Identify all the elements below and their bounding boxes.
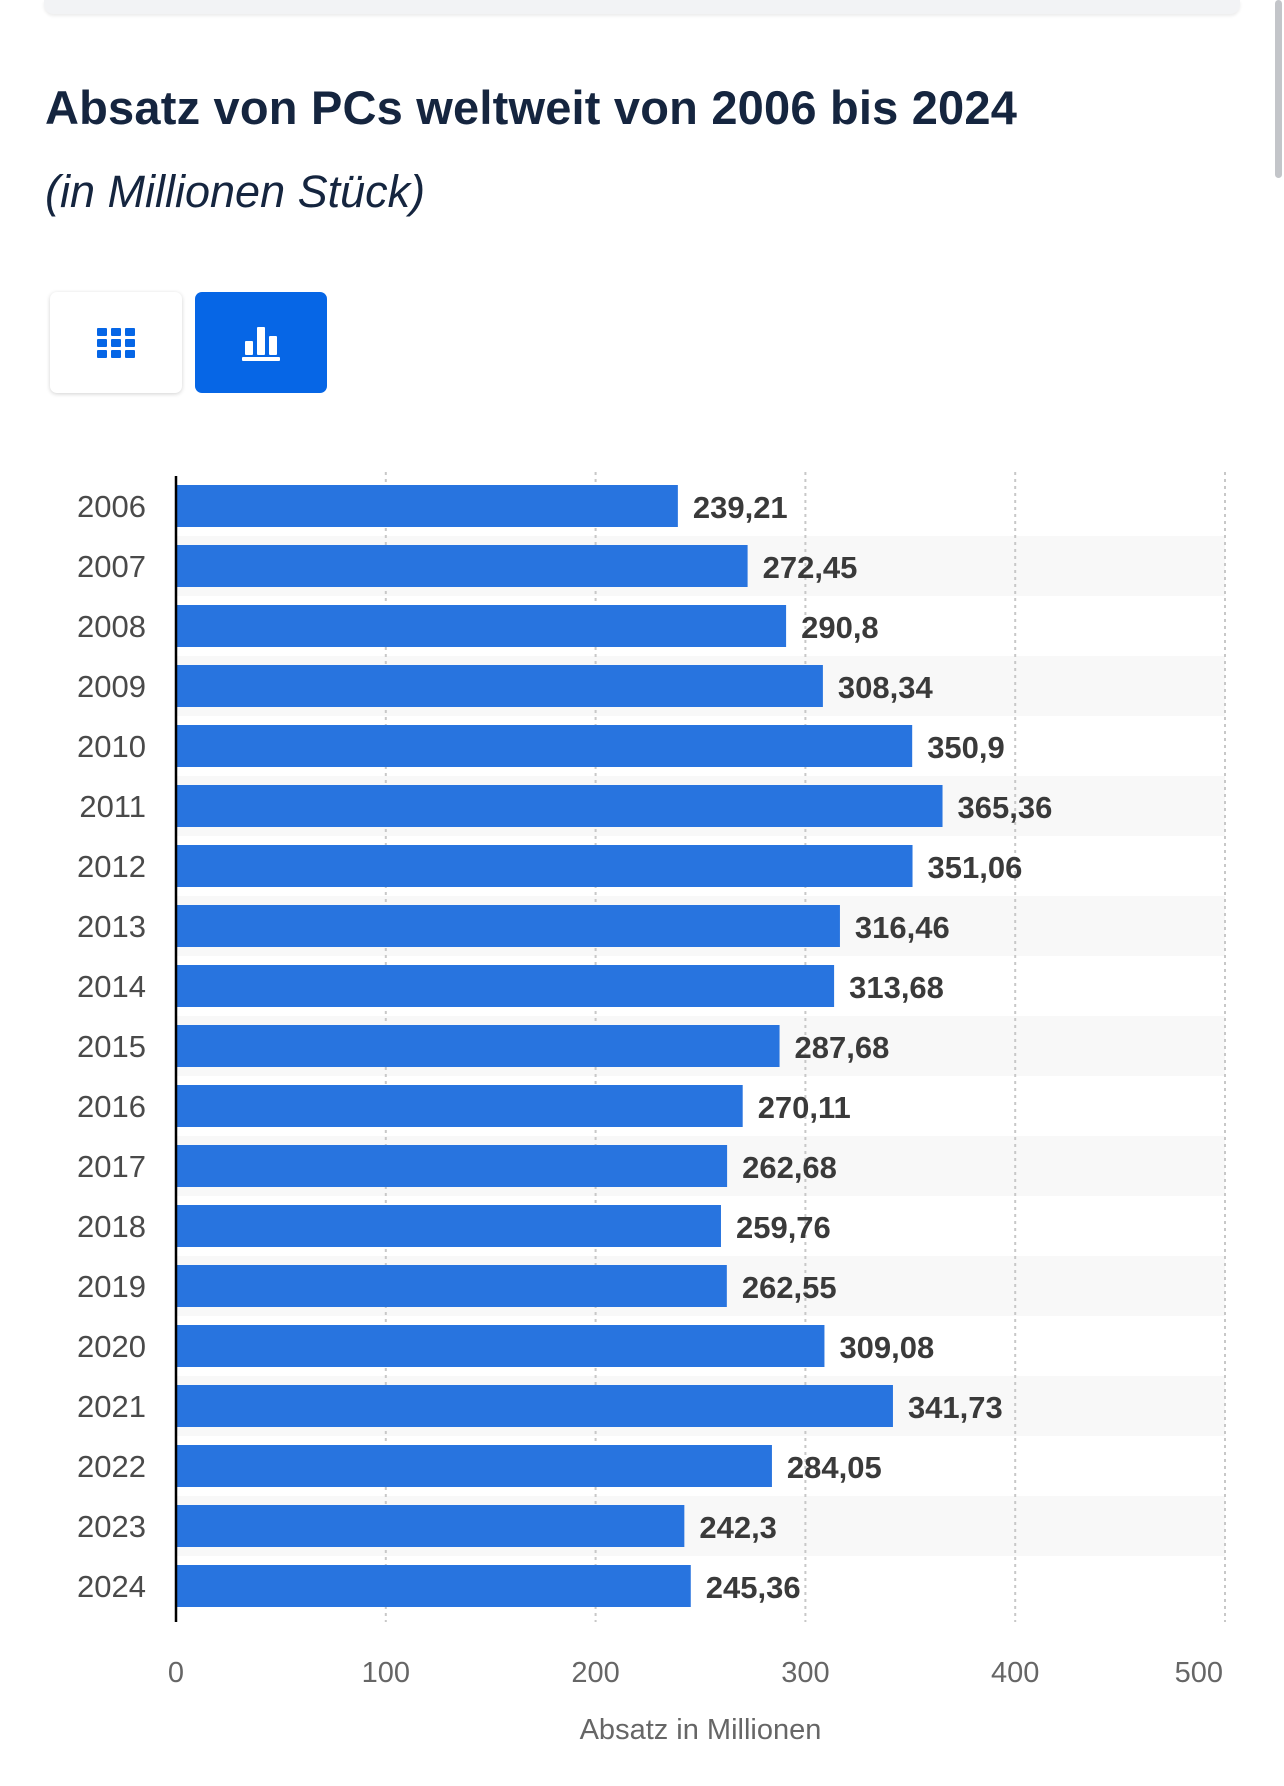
x-axis-label: Absatz in Millionen: [580, 1714, 822, 1746]
bar-2015: [176, 1025, 780, 1067]
bar-2010: [176, 725, 913, 767]
year-label-2006: 2006: [77, 489, 146, 524]
year-label-2010: 2010: [77, 729, 146, 764]
value-label-2022: 284,05: [787, 1450, 882, 1485]
year-label-2011: 2011: [79, 789, 146, 824]
scrollbar-thumb[interactable]: [1275, 0, 1282, 178]
value-label-2020: 309,08: [839, 1330, 934, 1365]
value-label-2010: 350,9: [927, 730, 1005, 765]
value-label-2018: 259,76: [736, 1210, 831, 1245]
year-label-2024: 2024: [77, 1569, 146, 1604]
value-label-2014: 313,68: [849, 970, 944, 1005]
chart-title: Absatz von PCs weltweit von 2006 bis 202…: [45, 81, 1018, 134]
x-tick-label: 0: [168, 1657, 184, 1689]
year-label-2013: 2013: [77, 909, 146, 944]
value-label-2006: 239,21: [693, 490, 788, 525]
bar-chart: 2006 239,21 2007 272,45 2008 290,8 2009 308,34 2…: [77, 472, 1226, 1746]
bar-2019: [176, 1265, 727, 1307]
bar-2012: [176, 845, 913, 887]
bar-2011: [176, 785, 943, 827]
table-view-button[interactable]: [50, 292, 182, 393]
x-tick-label: 100: [362, 1657, 410, 1689]
year-label-2008: 2008: [77, 609, 146, 644]
year-label-2017: 2017: [77, 1149, 146, 1184]
value-label-2019: 262,55: [742, 1270, 837, 1305]
bar-2008: [176, 605, 787, 647]
top-card-edge: [44, 0, 1240, 14]
value-label-2024: 245,36: [706, 1570, 801, 1605]
bar-2022: [176, 1445, 772, 1487]
year-label-2018: 2018: [77, 1209, 146, 1244]
value-label-2021: 341,73: [908, 1390, 1003, 1425]
table-grid-icon: [97, 327, 135, 358]
value-label-2008: 290,8: [801, 610, 879, 645]
bar-2007: [176, 545, 748, 587]
value-label-2012: 351,06: [928, 850, 1023, 885]
bar-2024: [176, 1565, 691, 1607]
value-label-2007: 272,45: [763, 550, 858, 585]
chart-subtitle: (in Millionen Stück): [45, 166, 426, 217]
year-label-2020: 2020: [77, 1329, 146, 1364]
x-tick-label: 300: [781, 1657, 829, 1689]
value-label-2013: 316,46: [855, 910, 950, 945]
bar-2014: [176, 965, 835, 1007]
bar-2020: [176, 1325, 825, 1367]
bar-2017: [176, 1145, 728, 1187]
value-label-2009: 308,34: [838, 670, 934, 705]
value-label-2017: 262,68: [742, 1150, 837, 1185]
x-tick-label: 200: [571, 1657, 619, 1689]
year-label-2007: 2007: [77, 549, 146, 584]
x-tick-label: 400: [991, 1657, 1039, 1689]
bar-2009: [176, 665, 823, 707]
value-label-2011: 365,36: [958, 790, 1053, 825]
bar-2016: [176, 1085, 743, 1127]
bar-2006: [176, 485, 678, 527]
value-label-2023: 242,3: [699, 1510, 777, 1545]
scrollbar[interactable]: [1272, 0, 1284, 180]
year-label-2012: 2012: [77, 849, 146, 884]
bar-2021: [176, 1385, 893, 1427]
chart-view-button[interactable]: [195, 292, 327, 393]
year-label-2016: 2016: [77, 1089, 146, 1124]
year-label-2015: 2015: [77, 1029, 146, 1064]
x-tick-label: 500: [1175, 1657, 1223, 1689]
value-label-2016: 270,11: [758, 1090, 851, 1125]
bar-2023: [176, 1505, 685, 1547]
bar-chart-icon: [242, 326, 280, 361]
year-label-2009: 2009: [77, 669, 146, 704]
year-label-2021: 2021: [77, 1389, 146, 1424]
year-label-2022: 2022: [77, 1449, 146, 1484]
bar-2018: [176, 1205, 721, 1247]
value-label-2015: 287,68: [795, 1030, 890, 1065]
bar-2013: [176, 905, 840, 947]
year-label-2019: 2019: [77, 1269, 146, 1304]
year-label-2023: 2023: [77, 1509, 146, 1544]
year-label-2014: 2014: [77, 969, 146, 1004]
